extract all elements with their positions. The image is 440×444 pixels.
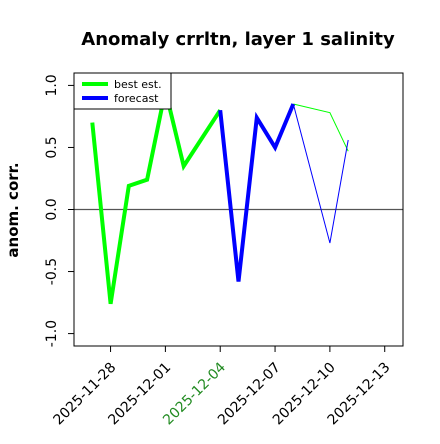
chart-title: Anomaly crrltn, layer 1 salinity [81, 29, 395, 50]
plot-layer [74, 89, 403, 305]
y-tick-label: 0.5 [44, 136, 60, 158]
y-tick-label: -0.5 [44, 258, 60, 285]
series-line-1 [90, 89, 222, 305]
y-axis-label: anom. corr. [4, 162, 22, 257]
legend: best est.forecast [73, 72, 172, 110]
series-line-2 [218, 103, 296, 282]
legend-box [73, 72, 172, 110]
legend-label: best est. [114, 78, 162, 91]
legend-label: forecast [114, 92, 159, 105]
y-tick-label: 1.0 [44, 74, 60, 96]
series-line-4 [292, 103, 349, 244]
y-tick-label: -1.0 [44, 320, 60, 347]
y-tick-label: 0.0 [44, 198, 60, 220]
series-line-3 [293, 103, 349, 152]
